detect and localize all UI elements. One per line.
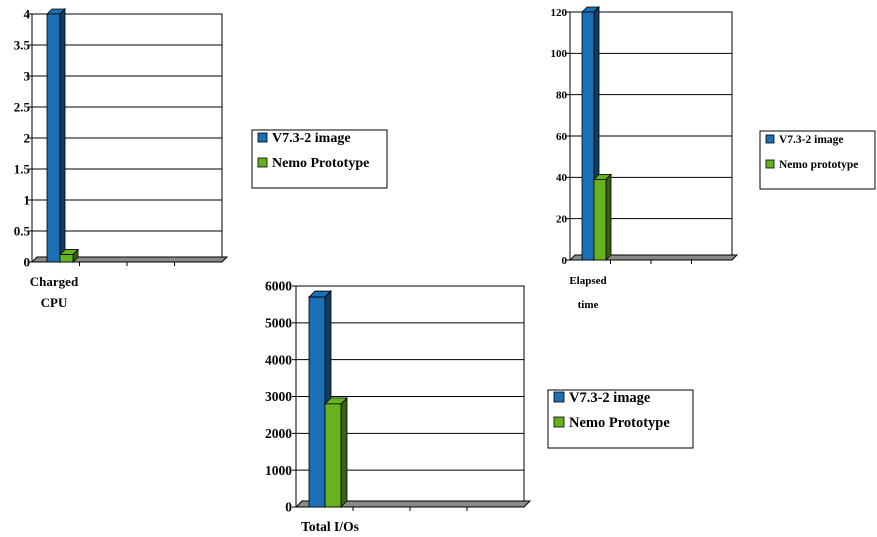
legend: V7.3-2 image Nemo Prototype <box>547 389 694 449</box>
x-category-label: CPU <box>41 295 68 310</box>
floor <box>568 254 739 261</box>
legend: V7.3-2 image Nemo prototype <box>759 130 876 190</box>
bar-side <box>59 8 66 263</box>
y-tick-label: 0 <box>562 255 568 267</box>
legend-frame <box>547 389 694 449</box>
y-tick-label: 0 <box>285 500 292 515</box>
y-tick-label: 120 <box>551 7 568 19</box>
y-tick-label: 4 <box>24 7 31 22</box>
y-tick-label: 100 <box>551 48 568 60</box>
bar-series-1 <box>46 13 61 263</box>
bar-side <box>340 396 348 508</box>
y-tick-label: 2000 <box>265 426 292 441</box>
y-tick-label: 20 <box>556 214 568 226</box>
y-tick-label: 60 <box>556 131 568 143</box>
chart-3: 0 1000 2000 3000 4000 5000 6000 Total I/Os V7.3-… <box>265 279 694 534</box>
legend-swatch <box>765 159 775 169</box>
y-tick-label: 40 <box>556 172 568 184</box>
y-tick-label: 3.5 <box>14 38 31 53</box>
x-category-label: time <box>578 299 599 311</box>
y-tick-label: 0 <box>24 255 31 270</box>
legend-label: Nemo prototype <box>779 159 858 171</box>
x-category-label: Charged <box>30 274 79 289</box>
bar-series-2 <box>324 403 342 508</box>
bar-series-2 <box>59 254 74 263</box>
y-tick-label: 1000 <box>265 463 292 478</box>
y-tick-label: 5000 <box>265 316 292 331</box>
legend-swatch <box>765 134 775 144</box>
bar-series-1 <box>581 11 595 261</box>
x-category-label: Total I/Os <box>301 519 359 534</box>
floor <box>294 500 532 508</box>
chart-1: 0 0.5 1 1.5 2 2.5 3 3.5 4 Charged CPU V7.3-2 image N… <box>14 7 388 310</box>
bar-side <box>605 173 612 261</box>
legend-label: Nemo Prototype <box>569 415 670 431</box>
chart-2: 0 20 40 60 80 100 120 Elapsed time V7.3-2 image Ne… <box>551 6 876 311</box>
legend-label: Nemo Prototype <box>272 156 369 171</box>
legend: V7.3-2 image Nemo Prototype <box>251 129 388 189</box>
legend-frame <box>759 130 876 190</box>
legend-label: V7.3-2 image <box>272 131 351 146</box>
legend-swatch <box>553 416 565 428</box>
legend-swatch <box>257 132 268 143</box>
legend-swatch <box>257 157 268 168</box>
y-tick-label: 3000 <box>265 389 292 404</box>
legend-label: V7.3-2 image <box>569 390 651 406</box>
y-tick-label: 1.5 <box>14 162 31 177</box>
y-tick-label: 6000 <box>265 279 292 294</box>
floor <box>30 256 229 263</box>
y-tick-label: 4000 <box>265 352 292 367</box>
legend-label: V7.3-2 image <box>779 134 844 146</box>
bar-series-2 <box>593 178 607 261</box>
y-tick-label: 80 <box>556 90 568 102</box>
x-category-label: Elapsed <box>569 275 606 287</box>
y-tick-label: 0.5 <box>14 224 31 239</box>
y-tick-label: 2.5 <box>14 100 31 115</box>
legend-frame <box>251 129 388 189</box>
legend-swatch <box>553 391 565 403</box>
y-tick-label: 3 <box>24 69 31 84</box>
y-tick-label: 2 <box>24 131 31 146</box>
y-tick-label: 1 <box>24 193 31 208</box>
bar-series-1 <box>308 296 326 508</box>
